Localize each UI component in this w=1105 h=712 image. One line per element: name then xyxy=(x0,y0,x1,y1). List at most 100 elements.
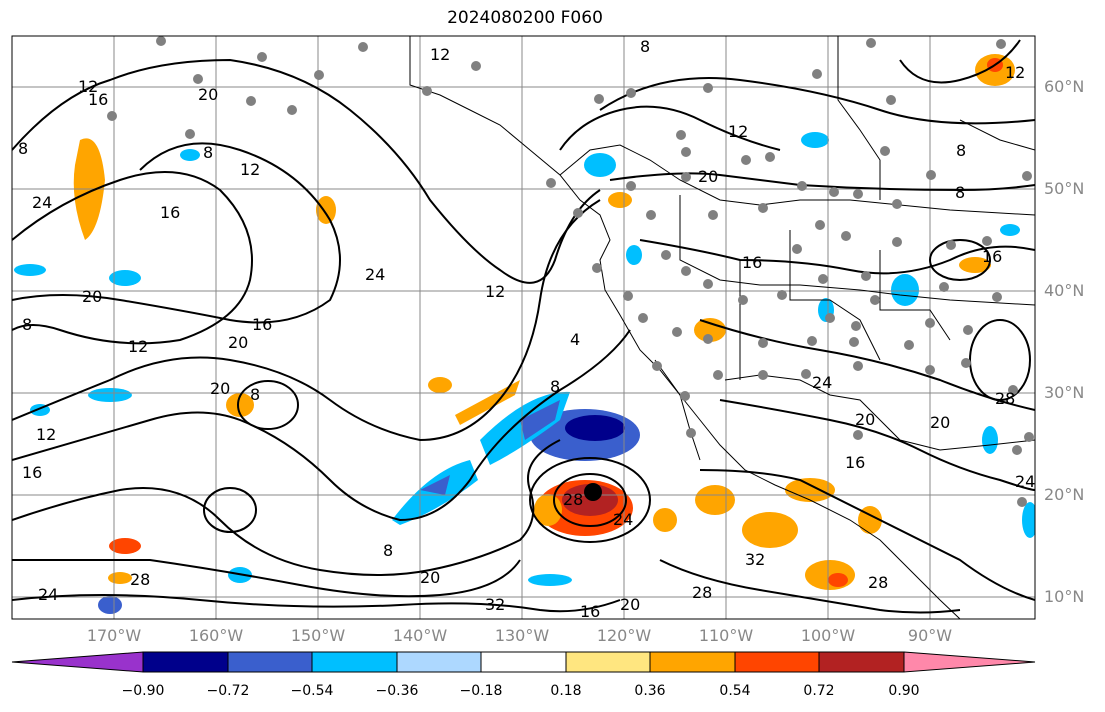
contour-label: 24 xyxy=(613,510,633,529)
lat-label: 50°N xyxy=(1044,179,1085,198)
shade-blob xyxy=(785,478,835,502)
lon-label: 160°W xyxy=(188,626,244,645)
contour-label: 16 xyxy=(160,203,180,222)
contour-label-layer: 12 16 20 8 24 12 8 20 12 16 20 24 12 16 … xyxy=(18,37,1035,621)
shade-blob xyxy=(14,264,46,276)
contour-label: 20 xyxy=(698,167,718,186)
contour-label: 16 xyxy=(22,463,42,482)
contour-label: 12 xyxy=(1005,63,1025,82)
shade-blob xyxy=(180,149,200,161)
graticule xyxy=(12,36,1035,619)
contour-label: 20 xyxy=(228,333,248,352)
contour-label: 28 xyxy=(563,490,583,509)
shade-blob xyxy=(528,574,572,586)
shade-blob xyxy=(805,560,855,590)
contour-label: 20 xyxy=(198,85,218,104)
contour-label: 20 xyxy=(855,410,875,429)
shade-blob xyxy=(982,426,998,454)
contour-label: 16 xyxy=(982,247,1002,266)
contour-label: 8 xyxy=(203,143,213,162)
shade-blob xyxy=(608,192,632,208)
shade-blob xyxy=(742,512,798,548)
station-markers xyxy=(107,36,1034,507)
contour-label: 20 xyxy=(420,568,440,587)
lon-label: 110°W xyxy=(698,626,754,645)
shade-blob xyxy=(226,393,254,417)
contour-label: 12 xyxy=(240,160,260,179)
contour-label: 16 xyxy=(742,253,762,272)
contour-label: 28 xyxy=(868,573,888,592)
shade-blob xyxy=(695,485,735,515)
colorbar-tick-label: 0.90 xyxy=(888,683,920,699)
shade-blob xyxy=(1022,502,1035,538)
contour-label: 24 xyxy=(38,585,58,604)
coastlines xyxy=(409,36,1035,619)
shade-blob xyxy=(626,245,642,265)
contour-label: 8 xyxy=(22,315,32,334)
shade-blob xyxy=(891,274,919,306)
colorbar-tick-label: 0.36 xyxy=(634,683,666,699)
colorbar-tick-label: 0.54 xyxy=(719,683,751,699)
contour-label: 8 xyxy=(640,37,650,56)
shade-blob xyxy=(428,377,452,393)
shade-blob xyxy=(1000,224,1020,236)
contour-label: 20 xyxy=(930,413,950,432)
contour-label: 20 xyxy=(620,595,640,614)
colorbar-tick-label: −0.72 xyxy=(206,683,250,699)
colorbar-tick-label: −0.18 xyxy=(459,683,503,699)
map-frame xyxy=(11,35,1036,620)
contour-label: 16 xyxy=(580,602,600,621)
contour-label: 12 xyxy=(36,425,56,444)
contour-label: 8 xyxy=(250,385,260,404)
shade-blob xyxy=(565,415,625,441)
contour-label: 8 xyxy=(955,183,965,202)
contour-label: 8 xyxy=(550,377,560,396)
shade-blob xyxy=(828,573,848,587)
storm-center-marker xyxy=(584,483,602,501)
contour-label: 16 xyxy=(845,453,865,472)
shade-blob xyxy=(109,270,141,286)
lon-label: 120°W xyxy=(596,626,652,645)
shade-blob xyxy=(108,572,132,584)
lon-label: 170°W xyxy=(86,626,142,645)
lat-label: 40°N xyxy=(1044,281,1085,300)
contour-label: 32 xyxy=(745,550,765,569)
lon-label: 150°W xyxy=(290,626,346,645)
lon-label: 100°W xyxy=(800,626,856,645)
lon-label: 90°W xyxy=(907,626,953,645)
contour-label: 28 xyxy=(130,570,150,589)
contour-label: 12 xyxy=(128,337,148,356)
shade-blob xyxy=(109,538,141,554)
colorbar xyxy=(11,651,1036,673)
contour-label: 8 xyxy=(956,141,966,160)
contour-label: 8 xyxy=(18,139,28,158)
contour-label: 8 xyxy=(383,541,393,560)
lat-label: 60°N xyxy=(1044,77,1085,96)
colorbar-tick-label: −0.54 xyxy=(290,683,334,699)
shade-blob xyxy=(801,132,829,148)
contour-label: 4 xyxy=(570,330,580,349)
shade-blob xyxy=(98,596,122,614)
shading-layer xyxy=(14,54,1035,614)
contour-label: 24 xyxy=(1015,472,1035,491)
contour-label: 20 xyxy=(82,287,102,306)
contour-label: 12 xyxy=(485,282,505,301)
contour-label: 28 xyxy=(995,389,1015,408)
contour-label: 28 xyxy=(692,583,712,602)
colorbar-tick-label: −0.36 xyxy=(375,683,419,699)
map-title: 2024080200 F060 xyxy=(447,8,603,28)
shade-blob xyxy=(959,257,991,273)
contour-label: 12 xyxy=(78,77,98,96)
colorbar-tick-label: −0.90 xyxy=(121,683,165,699)
shade-blob xyxy=(653,508,677,532)
colorbar-tick-label: 0.18 xyxy=(550,683,582,699)
contour-label: 20 xyxy=(210,379,230,398)
contour-label: 12 xyxy=(430,45,450,64)
contour-label: 12 xyxy=(728,122,748,141)
shade-blob xyxy=(584,153,616,177)
lon-label: 140°W xyxy=(392,626,448,645)
contour-label: 24 xyxy=(365,265,385,284)
contour-label: 24 xyxy=(32,193,52,212)
shade-blob xyxy=(316,196,336,224)
